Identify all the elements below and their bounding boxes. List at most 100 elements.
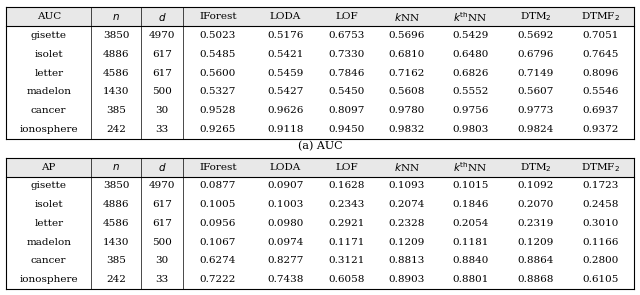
- Text: 0.5450: 0.5450: [329, 87, 365, 96]
- Text: 0.8813: 0.8813: [388, 256, 425, 266]
- Text: 33: 33: [156, 125, 169, 134]
- Text: 0.9803: 0.9803: [452, 125, 488, 134]
- Text: 0.5023: 0.5023: [200, 31, 236, 40]
- Text: $d$: $d$: [158, 161, 166, 173]
- Text: 0.5485: 0.5485: [200, 50, 236, 59]
- Text: 0.8840: 0.8840: [452, 256, 488, 266]
- Text: 0.5607: 0.5607: [517, 87, 554, 96]
- Text: 3850: 3850: [103, 31, 129, 40]
- Text: 617: 617: [152, 219, 172, 228]
- Text: $k^{\mathrm{th}}$NN: $k^{\mathrm{th}}$NN: [453, 160, 487, 174]
- Text: 0.9265: 0.9265: [200, 125, 236, 134]
- Text: 242: 242: [106, 275, 126, 284]
- Text: 500: 500: [152, 238, 172, 247]
- Text: 0.2343: 0.2343: [329, 200, 365, 209]
- Text: 385: 385: [106, 256, 126, 266]
- Text: 0.8868: 0.8868: [517, 275, 554, 284]
- Text: 0.2458: 0.2458: [582, 200, 619, 209]
- Text: 0.8277: 0.8277: [267, 256, 303, 266]
- Text: isolet: isolet: [35, 50, 63, 59]
- Text: $k$NN: $k$NN: [394, 161, 419, 173]
- Text: 500: 500: [152, 87, 172, 96]
- Text: 0.9450: 0.9450: [329, 125, 365, 134]
- Text: 4886: 4886: [103, 50, 129, 59]
- Text: 0.7222: 0.7222: [200, 275, 236, 284]
- Text: AP: AP: [42, 163, 56, 172]
- Text: 4886: 4886: [103, 200, 129, 209]
- Text: 0.3121: 0.3121: [329, 256, 365, 266]
- Text: 0.9528: 0.9528: [200, 106, 236, 115]
- Text: 0.0877: 0.0877: [200, 181, 236, 191]
- Text: ionosphere: ionosphere: [19, 125, 78, 134]
- Text: madelon: madelon: [26, 87, 71, 96]
- Text: $k$NN: $k$NN: [394, 11, 419, 23]
- Text: 4970: 4970: [149, 181, 175, 191]
- Text: 33: 33: [156, 275, 169, 284]
- Text: LODA: LODA: [269, 163, 301, 172]
- Text: 0.7330: 0.7330: [329, 50, 365, 59]
- Text: AUC: AUC: [36, 12, 61, 21]
- Text: (a) AUC: (a) AUC: [298, 141, 342, 151]
- Text: 0.2319: 0.2319: [517, 219, 554, 228]
- Text: 0.1067: 0.1067: [200, 238, 236, 247]
- Text: 4970: 4970: [149, 31, 175, 40]
- Text: 30: 30: [156, 256, 169, 266]
- Text: 0.6274: 0.6274: [200, 256, 236, 266]
- Text: 0.2921: 0.2921: [329, 219, 365, 228]
- Text: 0.5696: 0.5696: [388, 31, 425, 40]
- Text: $n$: $n$: [112, 12, 120, 22]
- Text: 0.2074: 0.2074: [388, 200, 425, 209]
- Text: 0.9626: 0.9626: [267, 106, 303, 115]
- Text: 0.6058: 0.6058: [329, 275, 365, 284]
- Bar: [6, 7, 634, 26]
- Text: 385: 385: [106, 106, 126, 115]
- Text: 617: 617: [152, 68, 172, 78]
- Text: 0.7149: 0.7149: [517, 68, 554, 78]
- Text: 0.1166: 0.1166: [582, 238, 619, 247]
- Text: 0.1003: 0.1003: [267, 200, 303, 209]
- Text: 0.6480: 0.6480: [452, 50, 488, 59]
- Text: LOF: LOF: [335, 12, 358, 21]
- Text: 0.9118: 0.9118: [267, 125, 303, 134]
- Text: 617: 617: [152, 200, 172, 209]
- Text: cancer: cancer: [31, 106, 67, 115]
- Text: $n$: $n$: [112, 162, 120, 172]
- Text: 0.5692: 0.5692: [517, 31, 554, 40]
- Text: cancer: cancer: [31, 256, 67, 266]
- Text: 4586: 4586: [103, 219, 129, 228]
- Text: letter: letter: [34, 68, 63, 78]
- Text: 0.5552: 0.5552: [452, 87, 488, 96]
- Text: IForest: IForest: [199, 12, 237, 21]
- Text: 0.2800: 0.2800: [582, 256, 619, 266]
- Text: 0.5327: 0.5327: [200, 87, 236, 96]
- Text: 0.6753: 0.6753: [329, 31, 365, 40]
- Text: letter: letter: [34, 219, 63, 228]
- Text: 0.8864: 0.8864: [517, 256, 554, 266]
- Text: 0.5459: 0.5459: [267, 68, 303, 78]
- Text: 0.9372: 0.9372: [582, 125, 619, 134]
- Text: 0.7645: 0.7645: [582, 50, 619, 59]
- Text: 0.9780: 0.9780: [388, 106, 425, 115]
- Text: 0.5546: 0.5546: [582, 87, 619, 96]
- Text: 242: 242: [106, 125, 126, 134]
- Text: 0.1093: 0.1093: [388, 181, 425, 191]
- Text: 0.8801: 0.8801: [452, 275, 488, 284]
- Text: LODA: LODA: [269, 12, 301, 21]
- Text: $d$: $d$: [158, 11, 166, 23]
- Text: IForest: IForest: [199, 163, 237, 172]
- Text: 0.9832: 0.9832: [388, 125, 425, 134]
- Text: DTM$_2$: DTM$_2$: [520, 161, 552, 173]
- Text: 0.5600: 0.5600: [200, 68, 236, 78]
- Text: DTMF$_2$: DTMF$_2$: [581, 161, 620, 173]
- Text: 0.7846: 0.7846: [329, 68, 365, 78]
- Text: 0.5429: 0.5429: [452, 31, 488, 40]
- Text: 30: 30: [156, 106, 169, 115]
- Text: LOF: LOF: [335, 163, 358, 172]
- Text: 0.1628: 0.1628: [329, 181, 365, 191]
- Text: 1430: 1430: [103, 87, 129, 96]
- Text: 0.1846: 0.1846: [452, 200, 488, 209]
- Text: 0.7162: 0.7162: [388, 68, 425, 78]
- Text: 0.8903: 0.8903: [388, 275, 425, 284]
- Text: 0.6937: 0.6937: [582, 106, 619, 115]
- Text: isolet: isolet: [35, 200, 63, 209]
